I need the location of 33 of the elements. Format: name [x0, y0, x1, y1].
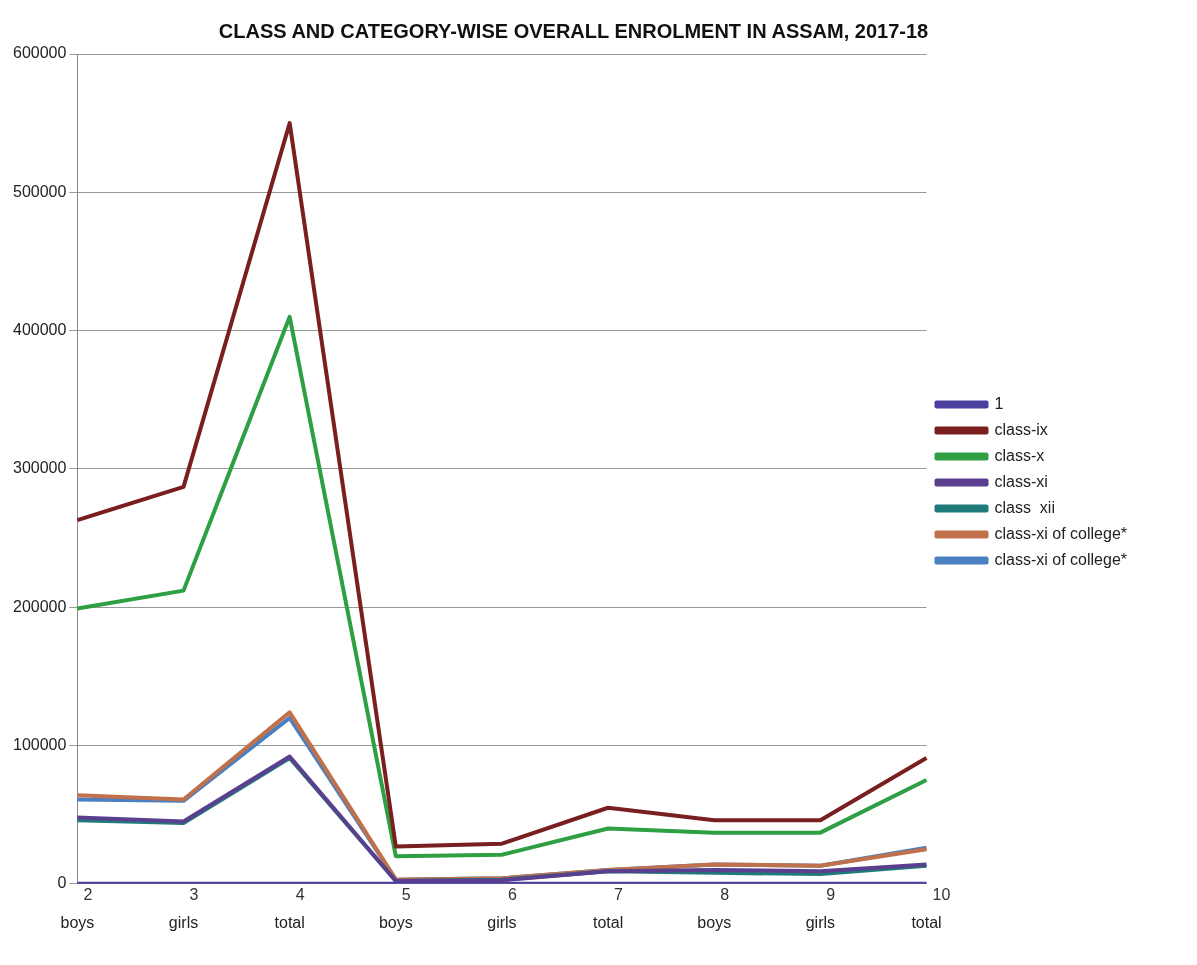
x-tick-label: total	[274, 913, 305, 931]
x-tick-label: boys	[60, 913, 95, 931]
legend-label: class-xi of college*	[994, 550, 1127, 568]
y-tick-label: 500000	[13, 182, 67, 200]
x-tick-label: boys	[378, 913, 413, 931]
data-label: 9	[826, 886, 836, 904]
x-tick-label: boys	[697, 913, 732, 931]
data-label: 5	[401, 886, 411, 904]
data-label: 8	[720, 886, 730, 904]
legend-label: class xii	[994, 498, 1055, 516]
legend-label: class-xi of college*	[994, 524, 1127, 542]
data-label: 7	[614, 886, 624, 904]
x-tick-label: girls	[168, 913, 199, 931]
data-label: 6	[507, 886, 517, 904]
legend-label: class-xi	[994, 472, 1048, 490]
y-tick-label: 600000	[13, 44, 67, 62]
y-tick-label: 300000	[13, 459, 67, 477]
x-tick-label: total	[911, 913, 942, 931]
legend-label: class-ix	[994, 420, 1048, 438]
x-tick-label: total	[592, 913, 624, 931]
x-tick-label: girls	[487, 913, 517, 931]
x-tick-label: girls	[805, 913, 836, 931]
data-label: 3	[189, 886, 199, 904]
y-tick-label: 0	[57, 874, 67, 892]
data-label: 2	[83, 886, 93, 904]
chart-title: CLASS AND CATEGORY-WISE OVERALL ENROLMENT IN ASSAM, 2017-18	[218, 19, 929, 42]
y-tick-label: 400000	[13, 321, 67, 339]
y-tick-label: 200000	[13, 597, 67, 615]
y-tick-label: 100000	[13, 735, 67, 753]
data-label: 10	[932, 886, 951, 904]
data-label: 4	[295, 886, 305, 904]
legend-label: 1	[994, 394, 1004, 412]
legend-label: class-x	[994, 446, 1045, 464]
